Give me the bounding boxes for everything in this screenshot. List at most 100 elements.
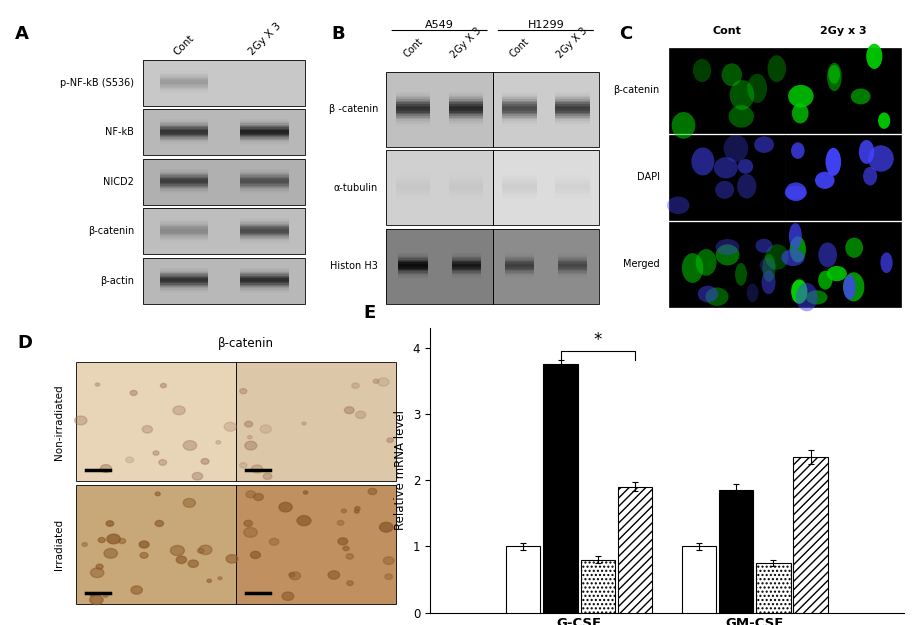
Bar xyxy=(160,74,208,75)
Ellipse shape xyxy=(735,263,747,286)
Bar xyxy=(160,238,208,239)
Bar xyxy=(558,254,587,256)
Circle shape xyxy=(302,422,306,425)
Bar xyxy=(396,179,430,181)
Text: Non-irradiated: Non-irradiated xyxy=(55,384,65,459)
Bar xyxy=(555,189,590,191)
Bar xyxy=(398,256,427,257)
Circle shape xyxy=(341,509,346,512)
Circle shape xyxy=(354,510,359,513)
Bar xyxy=(493,72,599,147)
Bar xyxy=(240,180,289,182)
Bar xyxy=(398,270,427,271)
Bar xyxy=(449,96,484,98)
Bar xyxy=(240,132,289,134)
Bar xyxy=(240,289,289,291)
Bar xyxy=(452,264,481,266)
Circle shape xyxy=(159,459,166,465)
Circle shape xyxy=(282,592,294,601)
Bar xyxy=(240,136,289,138)
Ellipse shape xyxy=(827,62,842,91)
Bar xyxy=(240,138,289,140)
Bar xyxy=(449,188,484,189)
Bar xyxy=(452,263,481,265)
Bar xyxy=(452,253,481,254)
Bar xyxy=(505,278,534,279)
Circle shape xyxy=(90,568,104,578)
Bar xyxy=(555,94,590,96)
Ellipse shape xyxy=(761,271,775,294)
Bar xyxy=(240,236,289,238)
Bar xyxy=(143,159,305,205)
Bar xyxy=(240,119,289,121)
Circle shape xyxy=(303,491,308,494)
Circle shape xyxy=(269,538,278,545)
Bar xyxy=(396,171,430,172)
Bar xyxy=(160,271,208,272)
Ellipse shape xyxy=(844,275,855,299)
Bar xyxy=(502,99,537,101)
Bar xyxy=(555,97,590,99)
Bar xyxy=(160,129,208,131)
Bar xyxy=(240,272,289,273)
Bar xyxy=(398,272,427,274)
Bar xyxy=(793,457,828,612)
Ellipse shape xyxy=(826,266,847,281)
Circle shape xyxy=(384,574,393,579)
Bar xyxy=(398,266,427,268)
Bar xyxy=(502,201,537,203)
Bar xyxy=(160,89,208,91)
Circle shape xyxy=(119,538,126,544)
Bar xyxy=(449,174,484,176)
Ellipse shape xyxy=(868,146,894,172)
Bar xyxy=(396,112,430,114)
Ellipse shape xyxy=(843,272,865,301)
Ellipse shape xyxy=(825,148,841,176)
Bar xyxy=(502,96,537,98)
Bar xyxy=(240,222,289,224)
Circle shape xyxy=(251,465,263,473)
Bar xyxy=(160,132,208,134)
Ellipse shape xyxy=(782,249,804,266)
Bar xyxy=(785,135,901,219)
Circle shape xyxy=(218,577,222,580)
Bar xyxy=(555,196,590,198)
Bar xyxy=(396,186,430,188)
Bar xyxy=(555,124,590,126)
Bar xyxy=(143,60,305,106)
Bar xyxy=(558,261,587,262)
Circle shape xyxy=(246,491,256,498)
Ellipse shape xyxy=(747,74,767,103)
Text: B: B xyxy=(331,24,345,42)
Bar xyxy=(240,274,289,276)
Bar xyxy=(396,189,430,191)
Text: A549: A549 xyxy=(425,21,454,31)
Bar xyxy=(555,101,590,102)
Bar xyxy=(160,122,208,124)
Bar xyxy=(555,118,590,119)
Bar xyxy=(398,261,427,262)
Bar xyxy=(160,240,208,241)
Bar xyxy=(502,102,537,104)
Circle shape xyxy=(244,521,253,526)
Text: Cont: Cont xyxy=(402,37,425,60)
Bar xyxy=(558,272,587,274)
Ellipse shape xyxy=(715,181,734,199)
Bar xyxy=(398,264,427,266)
Bar xyxy=(143,258,305,304)
Bar xyxy=(398,274,427,276)
Bar xyxy=(558,268,587,269)
Circle shape xyxy=(383,557,394,564)
Bar xyxy=(160,276,208,277)
Bar xyxy=(558,269,587,270)
Bar xyxy=(160,234,208,235)
Bar xyxy=(398,262,427,264)
Ellipse shape xyxy=(845,238,863,258)
Bar xyxy=(398,257,427,258)
Bar xyxy=(160,123,208,125)
Bar xyxy=(398,253,427,254)
Bar xyxy=(240,177,289,179)
Bar xyxy=(160,274,208,276)
Bar xyxy=(240,287,289,288)
Bar xyxy=(449,121,484,122)
